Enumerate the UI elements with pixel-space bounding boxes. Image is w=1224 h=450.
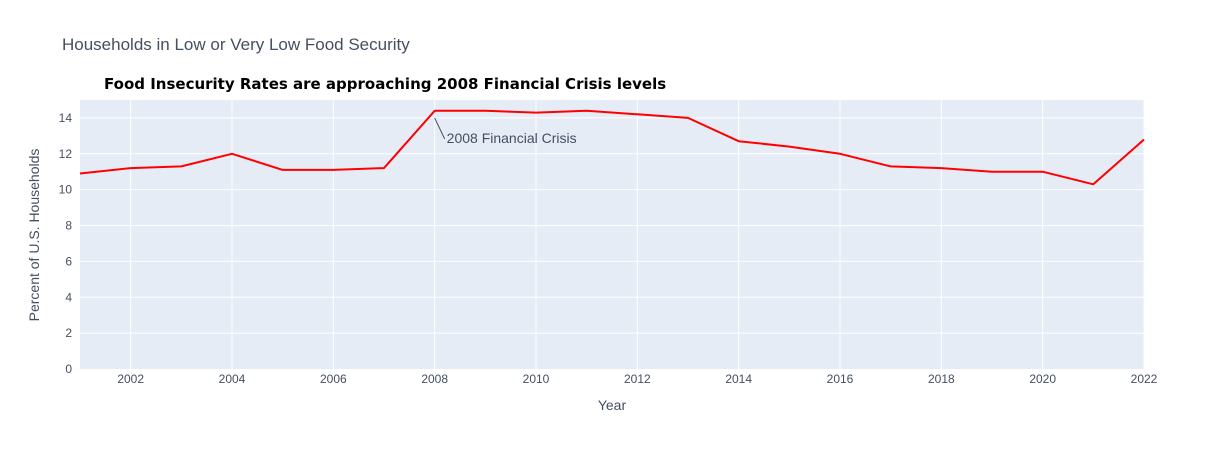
- plot-area: [80, 100, 1144, 369]
- y-tick-label: 8: [65, 219, 72, 233]
- chart-subtitle: Food Insecurity Rates are approaching 20…: [104, 75, 666, 93]
- x-tick-label: 2008: [421, 372, 448, 386]
- y-tick-label: 0: [65, 362, 72, 376]
- x-tick-label: 2004: [219, 372, 246, 386]
- y-axis-title: Percent of U.S. Households: [26, 149, 42, 322]
- y-tick-label: 4: [65, 290, 72, 304]
- x-tick-label: 2022: [1131, 372, 1158, 386]
- annotation-arrow: [434, 117, 446, 140]
- x-tick-label: 2014: [725, 372, 752, 386]
- x-tick-label: 2020: [1029, 372, 1056, 386]
- x-tick-label: 2010: [523, 372, 550, 386]
- gridlines: [80, 100, 1145, 369]
- y-tick-label: 14: [59, 111, 73, 125]
- y-tick-label: 12: [59, 147, 73, 161]
- x-axis-title: Year: [598, 397, 627, 413]
- x-tick-label: 2006: [320, 372, 347, 386]
- annotation-label: 2008 Financial Crisis: [447, 130, 577, 146]
- y-tick-label: 6: [65, 254, 72, 268]
- y-tick-label: 2: [65, 326, 72, 340]
- x-tick-label: 2002: [117, 372, 144, 386]
- y-tick-label: 10: [59, 183, 73, 197]
- x-tick-label: 2012: [624, 372, 651, 386]
- annotation-layer: 2008 Financial Crisis: [434, 117, 577, 146]
- x-axis-ticks: 2002 2004 2006 2008 2010 2012 2014 2016 2018 2020…: [117, 372, 1157, 386]
- y-axis-ticks: 0 2 4 6 8 10 12 14: [59, 111, 73, 376]
- x-tick-label: 2018: [928, 372, 955, 386]
- series-line: [79, 109, 1145, 186]
- x-tick-label: 2016: [827, 372, 854, 386]
- series-layer: [79, 109, 1145, 186]
- chart-title: Households in Low or Very Low Food Secur…: [62, 35, 410, 54]
